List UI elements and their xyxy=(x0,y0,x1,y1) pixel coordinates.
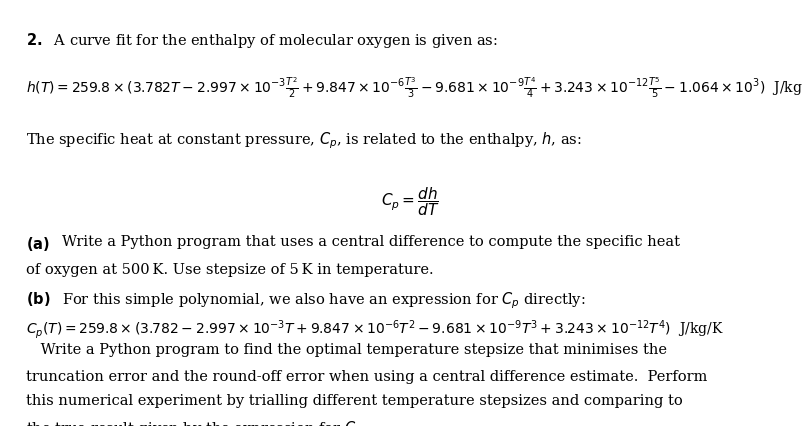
Text: $C_p(T) = 259.8\times(3.782-2.997\times10^{-3}T+9.847\times10^{-6}T^2-9.681\time: $C_p(T) = 259.8\times(3.782-2.997\times1… xyxy=(27,318,723,341)
Text: of oxygen at 500 K. Use stepsize of 5 K in temperature.: of oxygen at 500 K. Use stepsize of 5 K … xyxy=(27,263,434,277)
Text: Write a Python program that uses a central difference to compute the specific he: Write a Python program that uses a centr… xyxy=(62,235,679,249)
Text: truncation error and the round-off error when using a central difference estimat: truncation error and the round-off error… xyxy=(27,370,707,384)
Text: $\mathbf{(b)}$: $\mathbf{(b)}$ xyxy=(27,290,51,308)
Text: $\mathbf{2.}$  A curve fit for the enthalpy of molecular oxygen is given as:: $\mathbf{2.}$ A curve fit for the enthal… xyxy=(27,31,498,50)
Text: the true result given by the expression for $C_p$.: the true result given by the expression … xyxy=(27,420,367,426)
Text: this numerical experiment by trialling different temperature stepsizes and compa: this numerical experiment by trialling d… xyxy=(27,394,682,408)
Text: $h(T) = 259.8\times(3.782T-2.997\times10^{-3}\frac{T^2}{2}+9.847\times10^{-6}\fr: $h(T) = 259.8\times(3.782T-2.997\times10… xyxy=(27,75,802,100)
Text: For this simple polynomial, we also have an expression for $C_p$ directly:: For this simple polynomial, we also have… xyxy=(62,290,585,311)
Text: The specific heat at constant pressure, $C_p$, is related to the enthalpy, $h$, : The specific heat at constant pressure, … xyxy=(27,130,581,151)
Text: $C_p = \dfrac{dh}{dT}$: $C_p = \dfrac{dh}{dT}$ xyxy=(380,185,439,218)
Text: Write a Python program to find the optimal temperature stepsize that minimises t: Write a Python program to find the optim… xyxy=(36,343,666,357)
Text: $\mathbf{(a)}$: $\mathbf{(a)}$ xyxy=(27,235,50,253)
